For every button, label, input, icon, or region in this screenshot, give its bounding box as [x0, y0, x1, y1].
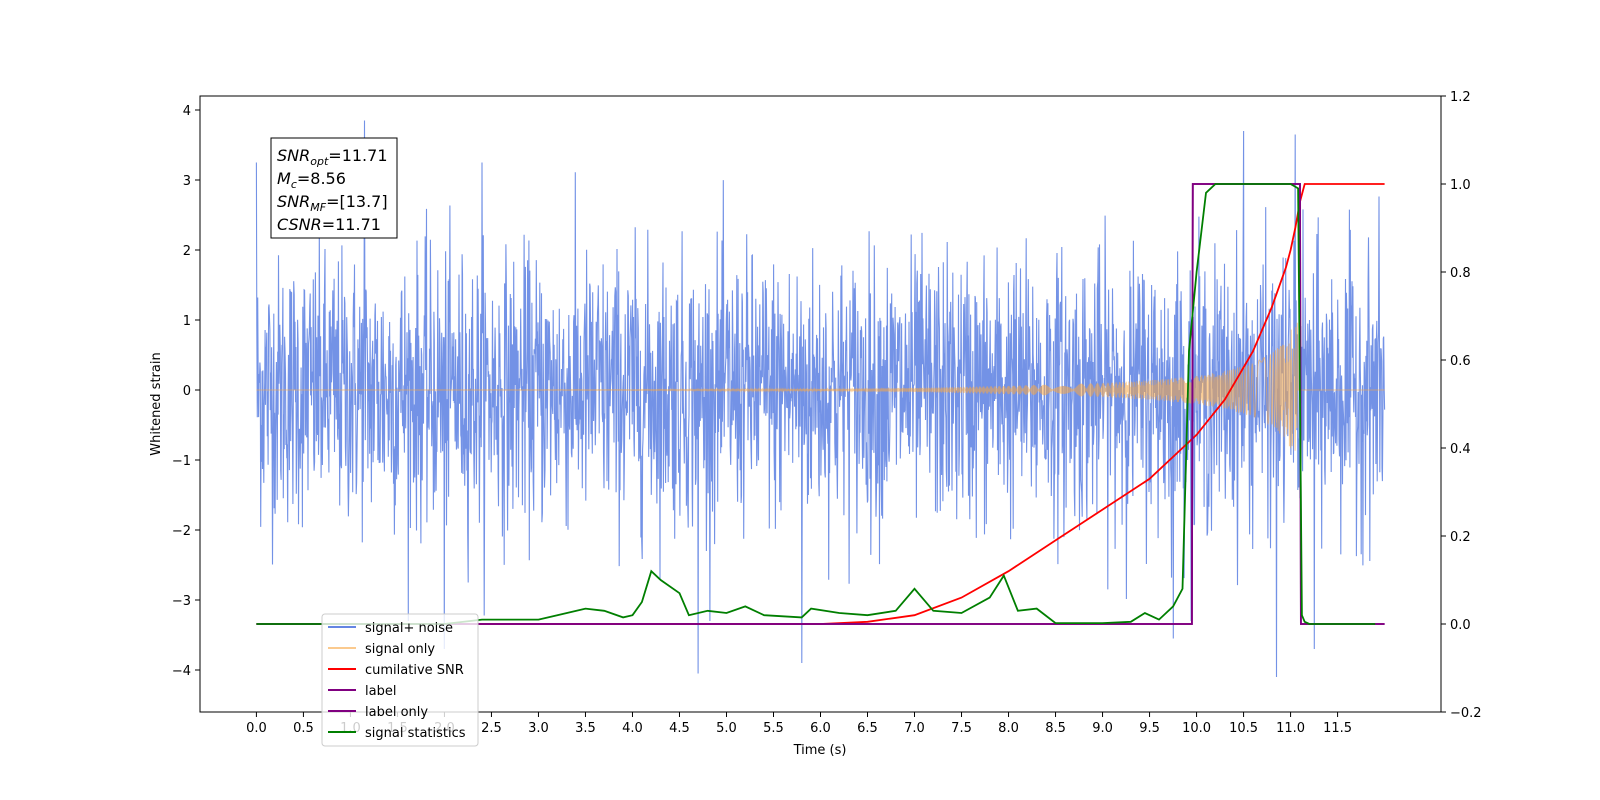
y-axis-right: 1.2 1.0 0.8 0.6 0.4 0.2 0.0 −0.2 [1441, 90, 1482, 721]
y-tick-label: 3 [183, 174, 191, 189]
y2-tick-label: 0.0 [1450, 618, 1471, 633]
y2-tick-label: 0.4 [1450, 442, 1471, 457]
y-axis-label: Whitened strain [149, 352, 164, 455]
y2-tick-label: 0.2 [1450, 530, 1471, 545]
y2-tick-label: 1.2 [1450, 90, 1471, 105]
x-tick-label: 8.5 [1045, 721, 1066, 736]
x-tick-label: 8.0 [998, 721, 1019, 736]
y2-tick-label: −0.2 [1450, 706, 1482, 721]
y2-tick-label: 0.6 [1450, 354, 1471, 369]
y-tick-label: −3 [172, 594, 191, 609]
x-tick-label: 0.5 [293, 721, 314, 736]
x-tick-label: 10.5 [1229, 721, 1258, 736]
x-tick-label: 4.0 [622, 721, 643, 736]
x-tick-label: 7.0 [904, 721, 925, 736]
x-tick-label: 6.5 [857, 721, 878, 736]
x-axis-label: Time (s) [793, 743, 847, 758]
annotation-snr-mf: SNRMF=[13.7] [277, 192, 388, 214]
y-tick-label: 2 [183, 244, 191, 259]
x-tick-label: 5.0 [716, 721, 737, 736]
x-tick-label: 5.5 [763, 721, 784, 736]
annotation-snr-opt: SNRopt=11.71 [277, 146, 388, 168]
y2-tick-label: 1.0 [1450, 178, 1471, 193]
y-tick-label: 0 [183, 384, 191, 399]
series-cumilative-snr [256, 183, 1385, 625]
legend-item-label: label [365, 684, 396, 699]
x-tick-label: 9.5 [1139, 721, 1160, 736]
legend-item-signal-only: signal only [365, 642, 435, 657]
y-tick-label: −2 [172, 524, 191, 539]
x-tick-label: 7.5 [951, 721, 972, 736]
x-tick-label: 3.5 [575, 721, 596, 736]
y-tick-label: −4 [172, 664, 191, 679]
legend-item-cumilative-snr: cumilative SNR [365, 663, 464, 678]
annotation-csnr: CSNR=11.71 [277, 215, 381, 234]
y2-tick-label: 0.8 [1450, 266, 1471, 281]
x-tick-label: 4.5 [669, 721, 690, 736]
series-signal-only [256, 322, 1385, 451]
legend-item-signal-noise: signal+ noise [365, 621, 453, 636]
x-tick-label: 10.0 [1182, 721, 1211, 736]
series-signal-noise [255, 120, 1386, 678]
x-tick-label: 11.0 [1276, 721, 1305, 736]
annotation-box: SNRopt=11.71 Mc=8.56 SNRMF=[13.7] CSNR=1… [270, 137, 398, 239]
legend-item-signal-statistics: signal statistics [365, 726, 466, 741]
legend: signal+ noise signal only cumilative SNR la… [321, 613, 479, 747]
x-tick-label: 2.5 [481, 721, 502, 736]
x-tick-label: 6.0 [810, 721, 831, 736]
y-tick-label: 4 [183, 104, 191, 119]
x-tick-label: 11.5 [1323, 721, 1352, 736]
x-tick-label: 3.0 [528, 721, 549, 736]
series-signal-statistics [256, 183, 1376, 625]
annotation-mc: Mc=8.56 [277, 169, 346, 191]
series-layer [255, 120, 1386, 678]
legend-box [321, 613, 479, 747]
x-tick-label: 9.0 [1092, 721, 1113, 736]
y-axis-left: 4 3 2 1 0 −1 −2 −3 −4 [172, 104, 200, 679]
y-tick-label: −1 [172, 454, 191, 469]
legend-item-label-only: label only [365, 705, 428, 720]
y-tick-label: 1 [183, 314, 191, 329]
x-tick-label: 0.0 [246, 721, 267, 736]
